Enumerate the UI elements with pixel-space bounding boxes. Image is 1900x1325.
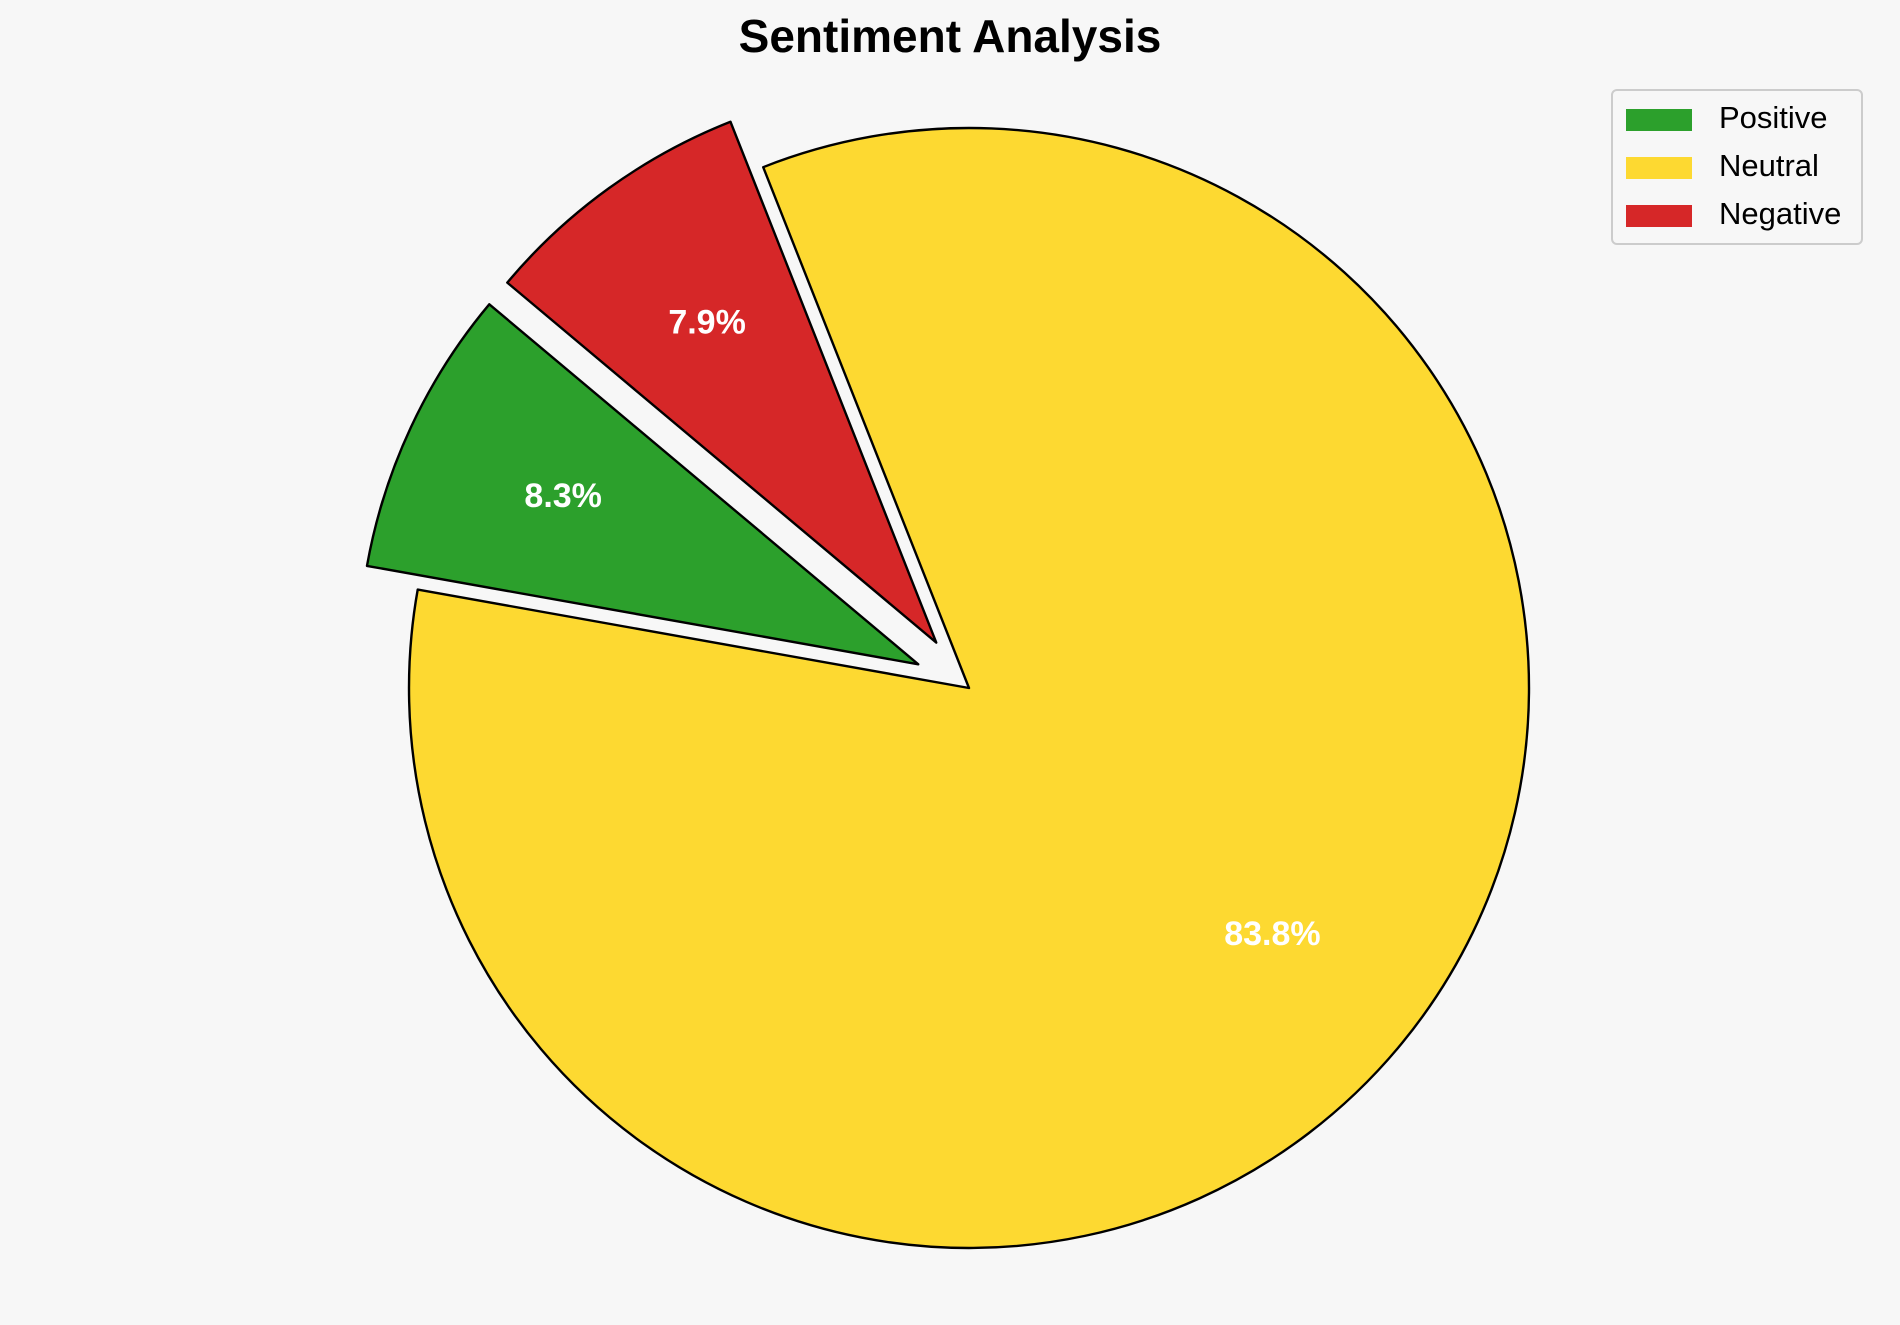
slice-label: 8.3%: [524, 477, 602, 515]
slice-label: 83.8%: [1224, 915, 1320, 953]
legend-label: Negative: [1719, 196, 1841, 231]
chart-title: Sentiment Analysis: [739, 10, 1162, 62]
slice-label: 7.9%: [668, 304, 746, 342]
pie-slice: [365, 303, 920, 666]
legend-swatch: [1626, 109, 1692, 131]
legend-swatch: [1626, 157, 1692, 179]
legend-label: Neutral: [1719, 148, 1819, 183]
legend-label: Positive: [1719, 100, 1828, 135]
legend-swatch: [1626, 205, 1692, 227]
pie-slice: [506, 120, 938, 644]
pie-slice: [407, 126, 1531, 1250]
